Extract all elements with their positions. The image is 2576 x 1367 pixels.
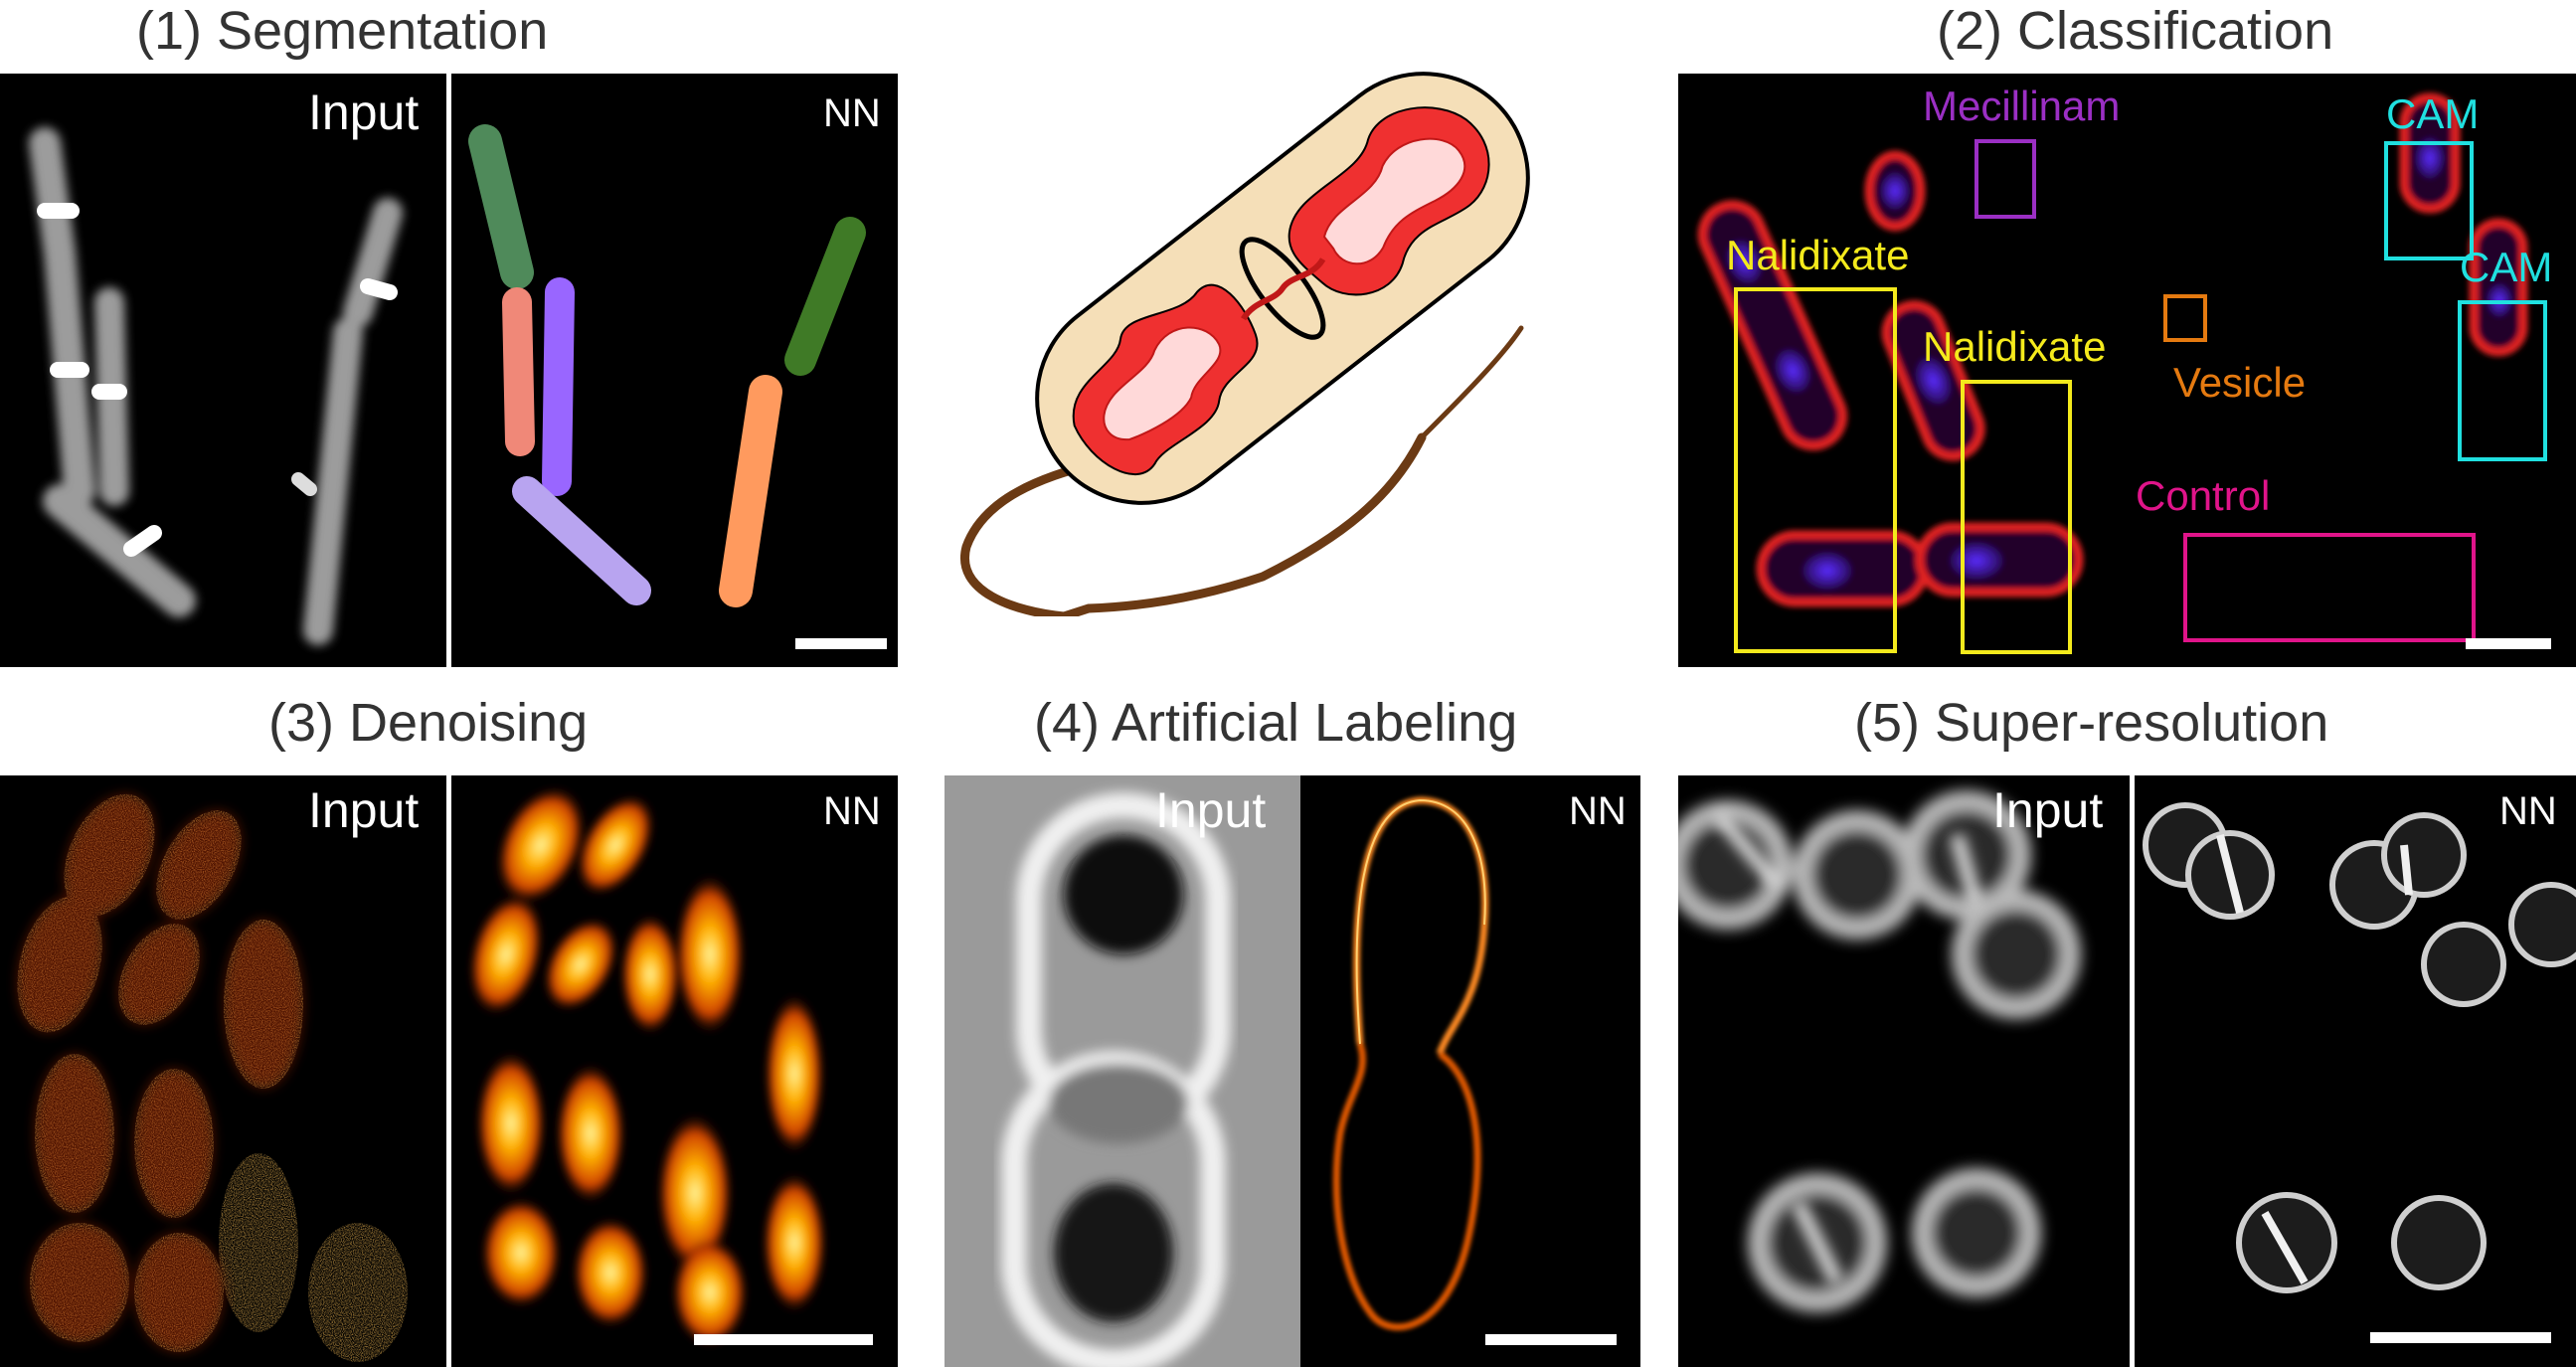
box-vesicle	[2163, 294, 2207, 342]
super-resolution-nn-tag: NN	[2499, 789, 2557, 833]
box-nalidixate-a	[1734, 287, 1897, 653]
artificial-labeling-nn-panel: NN	[1300, 775, 1640, 1367]
super-resolution-input-image	[1678, 790, 2081, 1312]
label-control: Control	[2136, 472, 2271, 519]
denoising-input-tag: Input	[308, 782, 420, 838]
box-nalidixate-b	[1961, 380, 2072, 654]
artificial-labeling-nn-tag: NN	[1569, 789, 1627, 833]
super-resolution-input-tag: Input	[1992, 782, 2104, 838]
denoising-nn-tag: NN	[823, 789, 881, 833]
cell-nalidixate-a	[1697, 200, 1848, 451]
flagellum-upper	[1419, 325, 1524, 440]
cell-nalidixate-b	[1881, 300, 1985, 461]
denoising-panel: Input	[0, 775, 562, 1367]
segmentation-input-image	[29, 127, 403, 645]
classification-image	[1697, 92, 2528, 607]
denoising-nn-output	[468, 786, 826, 1347]
classification-scale-bar	[2466, 638, 2551, 649]
artificial-labeling-nn-output	[1332, 796, 1489, 1331]
segmentation-input-tag: Input	[308, 85, 420, 140]
label-cam-b: CAM	[2460, 244, 2553, 290]
title-classification: (2) Classification	[1937, 1, 2334, 61]
cell-cam-a	[2399, 92, 2461, 214]
super-resolution-divider	[2130, 775, 2135, 1367]
classification-panel: Mecillinam CAM CAM Nalidixate Nalidixate…	[1678, 74, 2576, 667]
cell-mecillinam	[1864, 150, 1926, 232]
label-nalidixate-a: Nalidixate	[1726, 232, 1910, 278]
label-cam-a: CAM	[2386, 90, 2480, 137]
label-vesicle: Vesicle	[2173, 359, 2307, 406]
title-segmentation: (1) Segmentation	[136, 1, 549, 61]
box-control	[2183, 533, 2476, 642]
denoising-divider	[446, 775, 451, 1367]
segmentation-divider	[446, 74, 451, 667]
denoising-nn-panel: NN	[451, 775, 898, 1367]
cell-control	[1756, 522, 2084, 607]
title-denoising: (3) Denoising	[268, 693, 589, 753]
bacterium-schematic	[959, 72, 1530, 616]
box-cam-a	[2384, 141, 2474, 260]
title-super-resolution: (5) Super-resolution	[1854, 693, 2329, 753]
label-nalidixate-b: Nalidixate	[1923, 323, 2107, 370]
artificial-labeling-scale-bar	[1485, 1334, 1617, 1345]
super-resolution-nn-output	[2143, 802, 2576, 1293]
denoising-scale-bar	[694, 1334, 873, 1345]
title-artificial-labeling: (4) Artificial Labeling	[1034, 693, 1518, 753]
box-cam-b	[2458, 300, 2547, 461]
super-resolution-scale-bar	[2370, 1332, 2551, 1343]
segmentation-scale-bar	[795, 638, 887, 649]
artificial-labeling-input-panel: Input	[945, 775, 1300, 1367]
segmentation-nn-mask	[468, 124, 866, 607]
flagellum-lower	[959, 432, 1427, 616]
super-resolution-panel: Input NN	[1678, 775, 2576, 1367]
label-mecillinam: Mecillinam	[1923, 83, 2121, 129]
segmentation-panel: Input NN	[0, 74, 898, 667]
box-mecillinam	[1975, 139, 2036, 219]
segmentation-nn-tag: NN	[823, 91, 881, 135]
cell-cam-b	[2469, 218, 2528, 357]
artificial-labeling-input-image	[945, 775, 1300, 1367]
denoising-image	[17, 793, 408, 1362]
denoising-input-tint	[17, 793, 303, 1352]
artificial-labeling-input-tag: Input	[1155, 782, 1267, 838]
